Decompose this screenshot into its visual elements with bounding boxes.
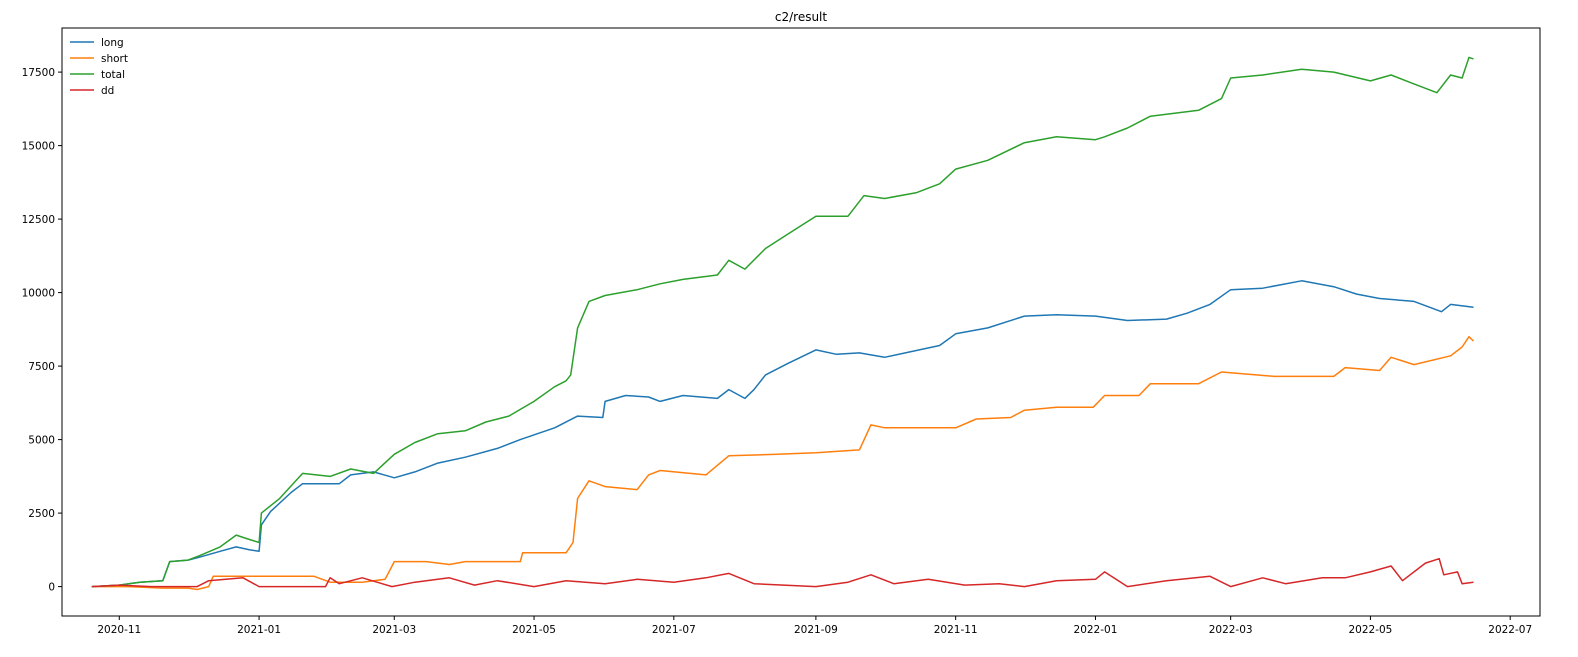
x-tick-label: 2022-05: [1348, 624, 1392, 636]
series-line-short: [91, 335, 1475, 591]
x-tick-label: 2021-11: [934, 624, 978, 636]
x-tick-label: 2022-01: [1074, 624, 1118, 636]
x-tick-label: 2021-07: [652, 624, 696, 636]
plot-frame: [61, 27, 1541, 617]
y-axis: 0 2500 5000 7500 10000 12500 15000 17500: [22, 67, 62, 594]
legend-label-short: short: [101, 53, 128, 65]
y-tick-label: 12500: [22, 214, 55, 226]
y-tick-label: 10000: [22, 288, 55, 300]
legend-label-total: total: [101, 69, 125, 81]
series-line-total: [91, 56, 1474, 588]
y-tick-label: 0: [48, 582, 55, 594]
legend: long short total dd: [70, 37, 128, 97]
legend-label-dd: dd: [101, 85, 114, 97]
legend-label-long: long: [101, 37, 124, 49]
x-tick-label: 2021-05: [512, 624, 556, 636]
series-line-dd: [91, 557, 1474, 588]
chart-title: c2/result: [775, 10, 828, 24]
y-tick-label: 7500: [28, 361, 55, 373]
x-tick-label: 2022-03: [1209, 624, 1253, 636]
series-line-long: [91, 280, 1474, 588]
series-layer: [91, 56, 1475, 591]
x-tick-label: 2022-07: [1488, 624, 1532, 636]
y-tick-label: 2500: [28, 508, 55, 520]
y-tick-label: 17500: [22, 67, 55, 79]
x-tick-label: 2021-01: [237, 624, 281, 636]
x-tick-label: 2021-09: [794, 624, 838, 636]
x-tick-label: 2020-11: [97, 624, 141, 636]
x-tick-label: 2021-03: [372, 624, 416, 636]
y-tick-label: 15000: [22, 141, 55, 153]
x-axis: 2020-11 2021-01 2021-03 2021-05 2021-07 2021-…: [97, 616, 1532, 636]
y-tick-label: 5000: [28, 435, 55, 447]
